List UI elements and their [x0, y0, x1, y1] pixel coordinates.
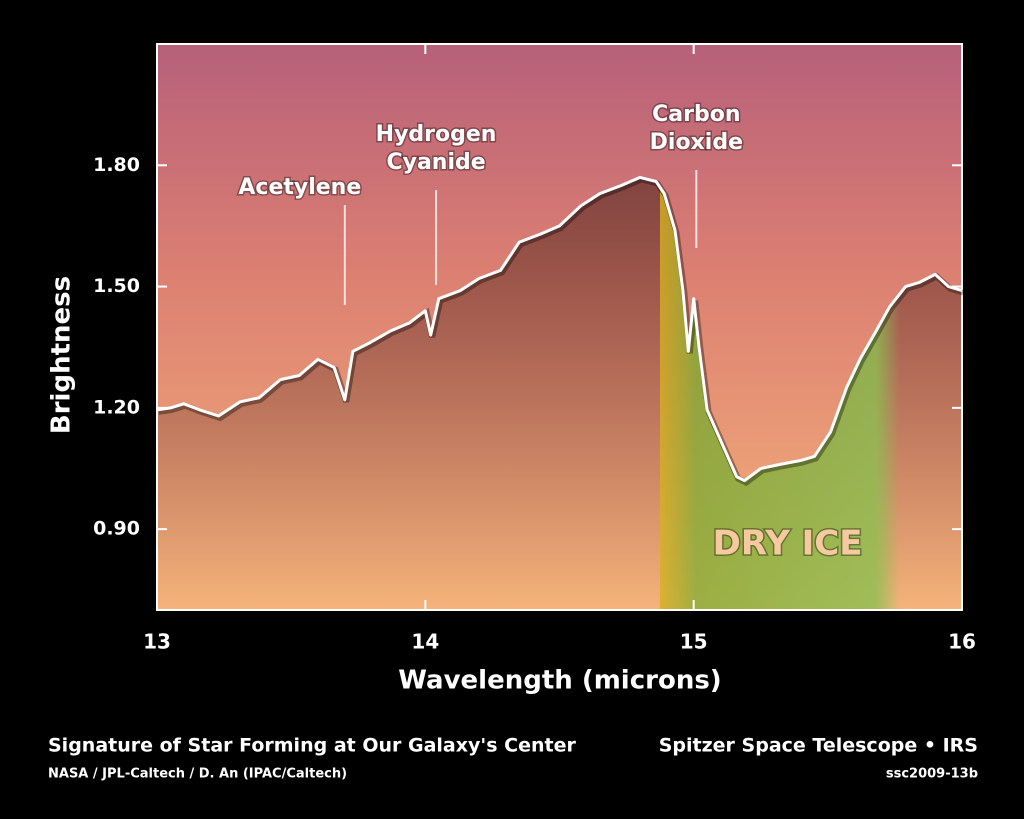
- x-tick-label: 15: [680, 630, 708, 654]
- y-tick-label: 1.20: [93, 396, 140, 418]
- annotation: Acetylene: [237, 174, 363, 305]
- credit: NASA / JPL-Caltech / D. An (IPAC/Caltech…: [48, 767, 347, 782]
- annotation-text: Cyanide: [386, 150, 485, 175]
- y-tick-label: 1.80: [93, 154, 140, 176]
- annotation: Hydrogen Cyanide: [374, 121, 498, 285]
- annotation: DRY ICE: [711, 522, 864, 565]
- x-tick-label: 13: [143, 630, 171, 654]
- image-id: ssc2009-13b: [886, 767, 978, 782]
- plot-frame: [156, 43, 963, 611]
- y-tick-label: 1.50: [93, 275, 140, 297]
- annotation-text: DRY ICE: [713, 524, 863, 564]
- x-tick-label: 16: [948, 630, 976, 654]
- y-tick-label: 0.90: [93, 518, 140, 540]
- y-axis-label: Brightness: [47, 276, 77, 434]
- caption: Signature of Star Forming at Our Galaxy'…: [48, 735, 576, 757]
- annotation-text: Carbon: [652, 102, 740, 127]
- x-tick-label: 14: [411, 630, 439, 654]
- annotation-text: Dioxide: [650, 130, 743, 155]
- x-axis-label: Wavelength (microns): [398, 666, 721, 696]
- annotation: Carbon Dioxide: [648, 101, 745, 248]
- series-shadow: [158, 176, 965, 487]
- annotation-text: Hydrogen: [376, 122, 497, 147]
- instrument: Spitzer Space Telescope • IRS: [659, 735, 978, 757]
- annotation-text: Acetylene: [238, 175, 361, 200]
- series-line: [156, 175, 963, 483]
